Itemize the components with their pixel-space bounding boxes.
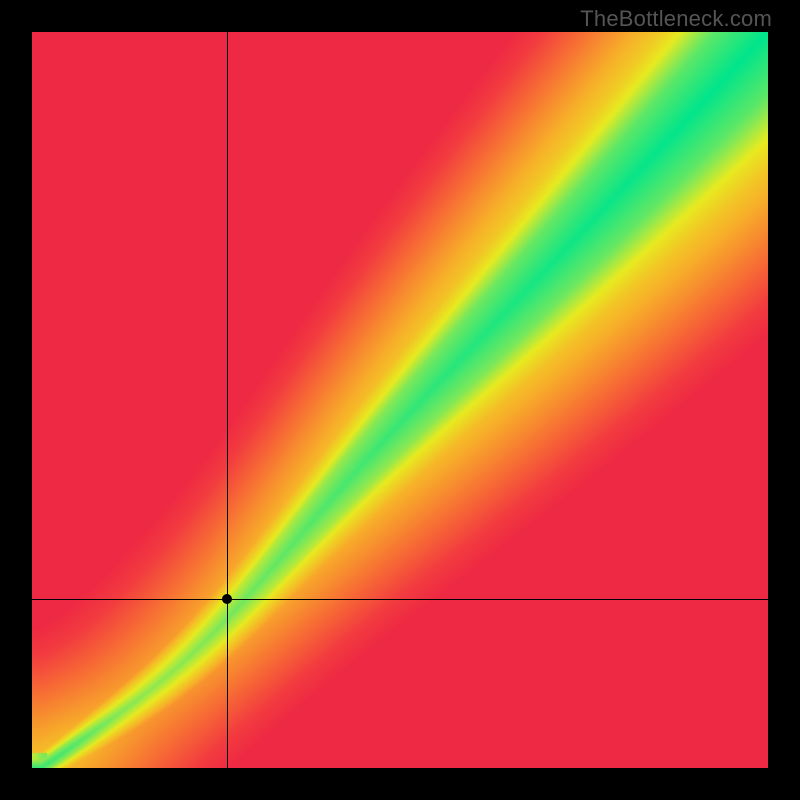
watermark-text: TheBottleneck.com (580, 6, 772, 32)
heatmap-plot (32, 32, 768, 768)
marker-point (222, 594, 232, 604)
crosshair-horizontal (32, 599, 768, 600)
crosshair-vertical (227, 32, 228, 768)
heatmap-canvas (32, 32, 768, 768)
